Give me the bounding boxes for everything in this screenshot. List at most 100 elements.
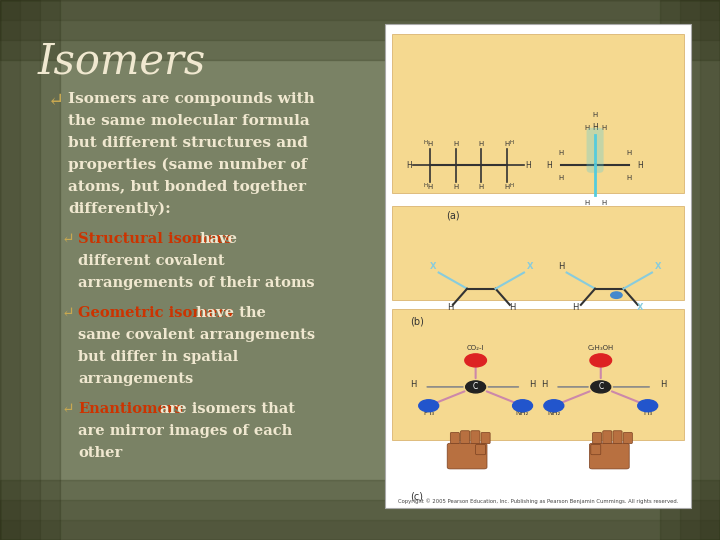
- Text: X: X: [637, 303, 644, 312]
- Text: have the: have the: [196, 306, 266, 320]
- Circle shape: [419, 400, 438, 411]
- Bar: [392, 206, 684, 300]
- Text: H: H: [660, 380, 667, 389]
- FancyBboxPatch shape: [593, 433, 602, 443]
- Text: H: H: [529, 380, 536, 389]
- Circle shape: [513, 400, 533, 411]
- Text: H: H: [509, 183, 513, 187]
- Text: H: H: [406, 161, 412, 170]
- FancyBboxPatch shape: [587, 128, 603, 173]
- Text: H: H: [410, 380, 416, 389]
- Bar: [392, 309, 684, 440]
- Text: H: H: [510, 303, 516, 312]
- Text: H: H: [626, 150, 632, 156]
- Text: H: H: [526, 161, 531, 170]
- Bar: [392, 34, 684, 193]
- Text: (c): (c): [410, 492, 423, 502]
- Text: X: X: [430, 262, 436, 271]
- Text: H: H: [504, 141, 510, 147]
- Text: C₂H₃OH: C₂H₃OH: [588, 345, 614, 351]
- Text: other: other: [78, 446, 122, 460]
- Text: H: H: [572, 303, 578, 312]
- Bar: [0, 520, 720, 540]
- Text: H: H: [479, 141, 484, 147]
- Text: ↵: ↵: [62, 232, 75, 246]
- Text: but different structures and: but different structures and: [68, 136, 308, 150]
- Bar: [700, 0, 720, 540]
- Circle shape: [590, 354, 611, 367]
- Text: H: H: [447, 303, 453, 312]
- FancyBboxPatch shape: [461, 431, 469, 443]
- Text: H: H: [601, 200, 606, 206]
- Text: H: H: [558, 150, 564, 156]
- Text: C: C: [598, 382, 603, 392]
- Text: arrangements: arrangements: [78, 372, 193, 386]
- FancyBboxPatch shape: [591, 444, 600, 455]
- Text: H: H: [593, 112, 598, 118]
- Circle shape: [544, 400, 564, 411]
- Text: different covalent: different covalent: [78, 254, 225, 268]
- FancyBboxPatch shape: [624, 433, 632, 443]
- Text: are isomers that: are isomers that: [160, 402, 295, 416]
- Text: Enantiomers: Enantiomers: [78, 402, 183, 416]
- FancyBboxPatch shape: [613, 431, 622, 443]
- Text: ↵: ↵: [48, 92, 64, 110]
- Text: H: H: [424, 183, 428, 187]
- Circle shape: [611, 292, 622, 299]
- Text: H: H: [428, 141, 433, 147]
- Text: differently):: differently):: [68, 202, 171, 217]
- Text: H: H: [558, 175, 564, 181]
- Text: H: H: [584, 125, 589, 131]
- Bar: [0, 0, 720, 60]
- Text: the same molecular formula: the same molecular formula: [68, 114, 310, 128]
- FancyBboxPatch shape: [603, 431, 612, 443]
- Text: H: H: [453, 184, 459, 190]
- Text: H: H: [504, 184, 510, 190]
- Bar: [385, 24, 691, 508]
- FancyBboxPatch shape: [481, 433, 490, 443]
- FancyBboxPatch shape: [471, 431, 480, 443]
- Text: NH₂: NH₂: [547, 410, 561, 416]
- Bar: [0, 0, 60, 540]
- Text: C: C: [473, 382, 478, 392]
- Text: Isomers: Isomers: [38, 40, 206, 82]
- Text: H: H: [428, 184, 433, 190]
- Circle shape: [591, 381, 611, 393]
- Text: H: H: [453, 141, 459, 147]
- Text: atoms, but bonded together: atoms, but bonded together: [68, 180, 306, 194]
- Text: F I₃: F I₃: [423, 410, 433, 416]
- Circle shape: [466, 381, 485, 393]
- Text: CO₂-I: CO₂-I: [467, 345, 485, 351]
- FancyBboxPatch shape: [450, 433, 459, 443]
- FancyBboxPatch shape: [590, 443, 629, 469]
- Text: arrangements of their atoms: arrangements of their atoms: [78, 276, 315, 290]
- Text: I I₃: I I₃: [644, 410, 652, 416]
- Bar: [0, 0, 20, 540]
- Text: properties (same number of: properties (same number of: [68, 158, 307, 172]
- Text: H: H: [479, 184, 484, 190]
- Text: H: H: [424, 140, 428, 145]
- Text: (b): (b): [410, 316, 424, 326]
- Bar: [0, 0, 720, 40]
- Text: but differ in spatial: but differ in spatial: [78, 350, 238, 364]
- Text: H: H: [584, 200, 589, 206]
- Text: H: H: [546, 161, 552, 170]
- Circle shape: [465, 354, 487, 367]
- Text: X: X: [654, 262, 661, 271]
- FancyBboxPatch shape: [447, 443, 487, 469]
- Text: H: H: [638, 161, 644, 170]
- Bar: [680, 0, 720, 540]
- Text: have: have: [200, 232, 238, 246]
- Text: Isomers are compounds with: Isomers are compounds with: [68, 92, 315, 106]
- Text: (a): (a): [446, 211, 459, 220]
- Text: H: H: [541, 380, 547, 389]
- Text: same covalent arrangements: same covalent arrangements: [78, 328, 315, 342]
- Bar: [0, 500, 720, 540]
- Bar: [0, 0, 40, 540]
- Text: ↵: ↵: [62, 402, 75, 416]
- Text: are mirror images of each: are mirror images of each: [78, 424, 292, 438]
- Text: ↵: ↵: [62, 306, 75, 320]
- Circle shape: [638, 400, 657, 411]
- Text: X: X: [526, 262, 533, 271]
- Text: Structural isomers: Structural isomers: [78, 232, 233, 246]
